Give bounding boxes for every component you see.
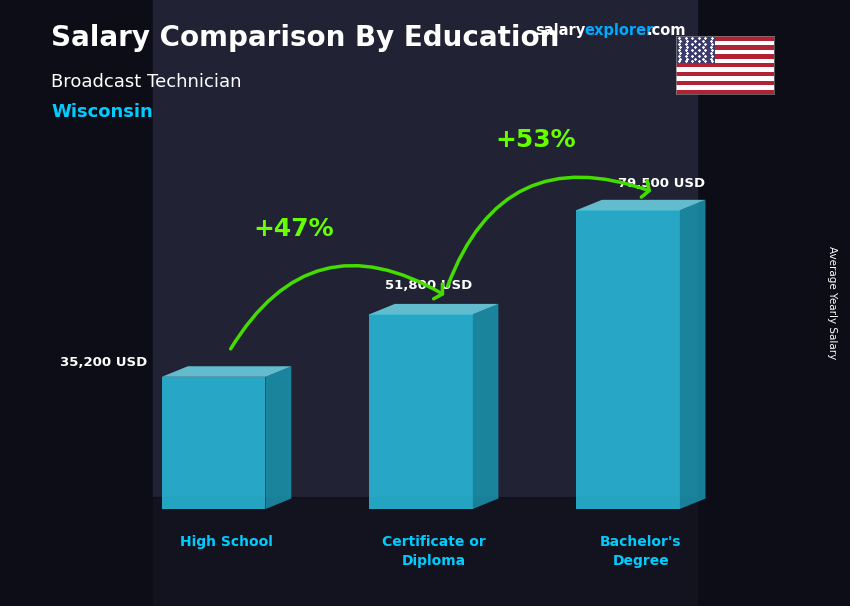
Polygon shape	[265, 366, 292, 509]
Bar	[676, 54, 774, 59]
Text: Average Yearly Salary: Average Yearly Salary	[827, 247, 837, 359]
Text: +47%: +47%	[253, 217, 334, 241]
Polygon shape	[576, 200, 706, 210]
Bar	[676, 41, 774, 45]
Text: Wisconsin: Wisconsin	[51, 103, 153, 121]
Text: 35,200 USD: 35,200 USD	[60, 356, 147, 369]
Polygon shape	[369, 315, 473, 509]
Bar	[676, 81, 774, 85]
Polygon shape	[162, 366, 292, 377]
Bar	[676, 90, 774, 94]
Bar	[697, 0, 850, 606]
Bar	[0, 0, 153, 606]
Bar	[676, 45, 774, 50]
Text: Bachelor's
Degree: Bachelor's Degree	[600, 535, 682, 568]
Bar	[676, 59, 774, 63]
Text: explorer: explorer	[585, 23, 654, 38]
Polygon shape	[473, 304, 498, 509]
Bar	[676, 63, 774, 67]
Bar	[676, 85, 774, 90]
Text: Broadcast Technician: Broadcast Technician	[51, 73, 241, 91]
Polygon shape	[162, 377, 265, 509]
Bar	[676, 72, 774, 76]
Bar	[676, 50, 774, 54]
Bar	[676, 36, 774, 41]
Polygon shape	[576, 210, 680, 509]
Text: High School: High School	[180, 535, 273, 550]
Text: 79,500 USD: 79,500 USD	[617, 178, 705, 190]
Bar	[676, 36, 715, 63]
Bar	[153, 0, 697, 606]
Text: +53%: +53%	[495, 128, 575, 152]
Bar	[676, 76, 774, 81]
Text: 51,800 USD: 51,800 USD	[384, 279, 472, 292]
Text: Certificate or
Diploma: Certificate or Diploma	[382, 535, 485, 568]
Text: Salary Comparison By Education: Salary Comparison By Education	[51, 24, 559, 52]
Polygon shape	[369, 304, 498, 315]
Polygon shape	[680, 200, 705, 509]
Bar	[0, 497, 850, 606]
Text: .com: .com	[646, 23, 685, 38]
Text: salary: salary	[536, 23, 586, 38]
Bar	[676, 67, 774, 72]
